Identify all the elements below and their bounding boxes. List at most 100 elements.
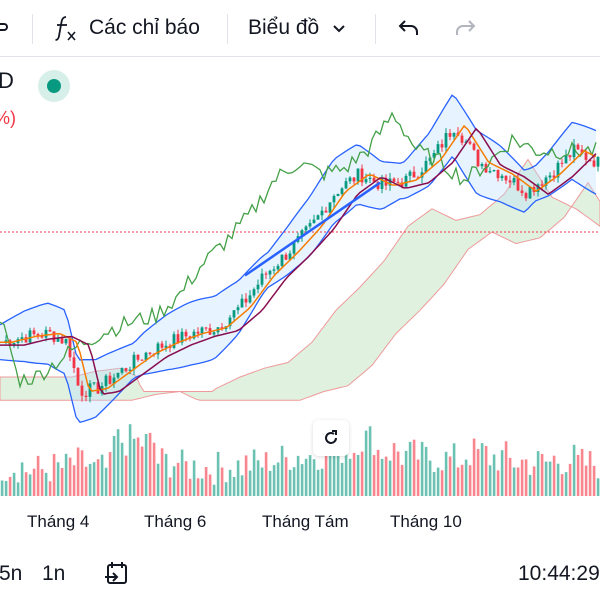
volume-bar xyxy=(340,462,344,496)
chart-type-button[interactable]: Biểu đồ xyxy=(248,0,349,56)
candle-body xyxy=(156,343,160,355)
volume-bar xyxy=(496,470,500,496)
volume-bar xyxy=(592,465,596,496)
undo-button[interactable] xyxy=(396,0,422,56)
volume-bar xyxy=(60,468,64,496)
volume-bar xyxy=(484,446,488,496)
candle-body xyxy=(56,337,60,342)
candle-body xyxy=(228,317,232,327)
volume-bar xyxy=(180,449,184,496)
candle-body xyxy=(304,226,308,231)
volume-bar xyxy=(416,459,420,496)
volume-bar xyxy=(328,454,332,496)
volume-bar xyxy=(240,475,244,496)
candle-body xyxy=(292,242,296,254)
candle-body xyxy=(536,184,540,192)
toolbar-divider xyxy=(32,14,33,44)
volume-bar xyxy=(76,447,80,496)
volume-bars xyxy=(0,424,600,496)
volume-bar xyxy=(280,445,284,496)
candle-body xyxy=(24,337,28,343)
candle-body xyxy=(288,253,292,260)
candle-body xyxy=(284,254,288,260)
candle-body xyxy=(444,133,448,148)
undo-icon xyxy=(398,20,418,35)
candle-body xyxy=(164,345,168,348)
change-fragment: %) xyxy=(0,108,16,128)
volume-bar xyxy=(272,465,276,496)
volume-bar xyxy=(424,446,428,496)
candle-body xyxy=(352,177,356,182)
volume-bar xyxy=(28,474,32,496)
candle-body xyxy=(148,352,152,354)
range-5n-button[interactable]: 5n xyxy=(0,562,23,585)
volume-bar xyxy=(268,470,272,496)
volume-bar xyxy=(504,441,508,496)
volume-bar xyxy=(400,464,404,496)
price-chart[interactable] xyxy=(0,56,600,552)
volume-bar xyxy=(376,449,380,496)
candle-body xyxy=(596,156,600,167)
ichimoku-cloud xyxy=(0,158,600,401)
candle-body xyxy=(96,382,100,394)
volume-bar xyxy=(224,482,228,496)
candle-body xyxy=(236,307,240,311)
candle-body xyxy=(512,178,516,183)
reset-chart-button[interactable] xyxy=(313,420,349,456)
date-range-button[interactable] xyxy=(102,552,132,596)
candle-body xyxy=(28,330,32,343)
volume-bar xyxy=(480,443,484,496)
volume-bar xyxy=(428,460,432,496)
volume-bar xyxy=(20,462,24,496)
candle-body xyxy=(412,171,416,178)
candle-body xyxy=(212,332,216,335)
volume-bar xyxy=(192,460,196,496)
volume-bar xyxy=(44,472,48,496)
candle-body xyxy=(388,178,392,186)
volume-bar xyxy=(492,454,496,496)
volume-bar xyxy=(548,461,552,496)
candle-body xyxy=(104,375,108,386)
volume-bar xyxy=(156,463,160,496)
candle-body xyxy=(44,329,48,338)
volume-bar xyxy=(320,468,324,496)
volume-bar xyxy=(552,455,556,496)
volume-bar xyxy=(112,436,116,496)
volume-bar xyxy=(12,472,16,496)
volume-bar xyxy=(104,467,108,496)
candle-body xyxy=(368,177,372,180)
candle-body xyxy=(332,196,336,203)
volume-bar xyxy=(232,477,236,496)
range-1n-button[interactable]: 1n xyxy=(42,562,66,585)
bottom-bar: 5n 1n 10:44:29 xyxy=(0,552,600,600)
volume-bar xyxy=(296,455,300,496)
candle-body xyxy=(72,357,76,368)
indicators-button[interactable]: Các chỉ báo xyxy=(52,0,200,56)
volume-bar xyxy=(472,438,476,496)
compare-icon[interactable] xyxy=(0,0,8,56)
candle-body xyxy=(144,352,148,360)
candle-body xyxy=(112,377,116,384)
volume-bar xyxy=(380,458,384,496)
volume-bar xyxy=(128,424,132,496)
candle-body xyxy=(280,254,284,266)
candle-body xyxy=(472,143,476,150)
candle-body xyxy=(336,193,340,196)
toolbar-divider xyxy=(227,14,228,44)
volume-bar xyxy=(96,459,100,496)
volume-bar xyxy=(488,465,492,496)
candle-body xyxy=(76,368,80,386)
volume-bar xyxy=(68,457,72,496)
candle-body xyxy=(580,149,584,153)
volume-bar xyxy=(252,449,256,496)
volume-bar xyxy=(144,434,148,496)
candle-body xyxy=(448,133,452,137)
volume-bar xyxy=(0,480,4,496)
volume-bar xyxy=(36,455,40,496)
candle-body xyxy=(556,162,560,178)
redo-button[interactable] xyxy=(452,0,478,56)
volume-bar xyxy=(176,462,180,496)
candle-body xyxy=(260,273,264,285)
volume-bar xyxy=(304,458,308,496)
chikou-span-line xyxy=(0,111,597,389)
